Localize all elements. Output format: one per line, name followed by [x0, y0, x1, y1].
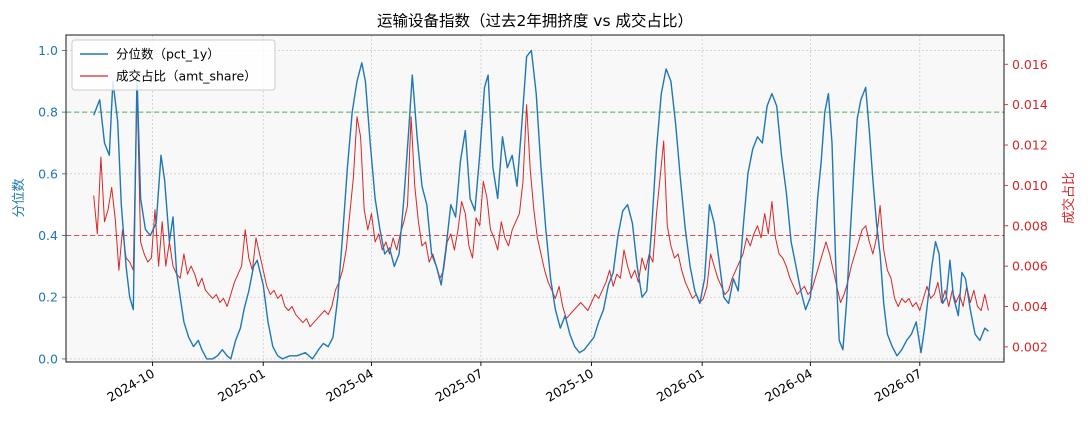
legend-label-amt: 成交占比（amt_share） — [116, 69, 257, 84]
y-right-tick-label: 0.012 — [1012, 138, 1048, 153]
y-left-tick-label: 0.0 — [38, 351, 58, 366]
y-right-tick-label: 0.008 — [1012, 218, 1048, 233]
chart-title: 运输设备指数（过去2年拥挤度 vs 成交占比） — [377, 12, 693, 30]
legend-box — [71, 39, 276, 91]
legend: 分位数（pct_1y） 成交占比（amt_share） — [71, 39, 276, 91]
series-line-pct-1y — [93, 49, 989, 360]
y-axis-left-label: 分位数 — [12, 178, 27, 217]
y-left-tick-label: 1.0 — [38, 43, 58, 58]
y-right-tick-label: 0.004 — [1012, 299, 1048, 314]
legend-label-pct: 分位数（pct_1y） — [116, 47, 220, 62]
y-left-tick-label: 0.6 — [38, 166, 58, 181]
y-left-tick-label: 0.4 — [38, 228, 58, 243]
series-lines — [93, 49, 989, 360]
y-axis-right-label: 成交占比 — [1061, 172, 1077, 224]
y-left-tick-label: 0.2 — [38, 290, 58, 305]
y-axis-left: 0.0 0.2 0.4 0.6 0.8 1.0 — [38, 43, 66, 366]
y-right-tick-label: 0.006 — [1012, 259, 1048, 274]
plot-frame — [65, 34, 1005, 363]
y-axis-right: 0.002 0.004 0.006 0.008 0.010 0.012 0.014 0.016 — [1004, 57, 1048, 354]
y-right-tick-label: 0.014 — [1012, 97, 1048, 112]
y-right-tick-label: 0.010 — [1012, 178, 1048, 193]
reference-lines — [66, 111, 1004, 237]
series-line-amt-share — [93, 86, 989, 328]
y-left-tick-label: 0.8 — [38, 105, 58, 120]
y-right-tick-label: 0.002 — [1012, 339, 1048, 354]
y-right-tick-label: 0.016 — [1012, 57, 1048, 72]
